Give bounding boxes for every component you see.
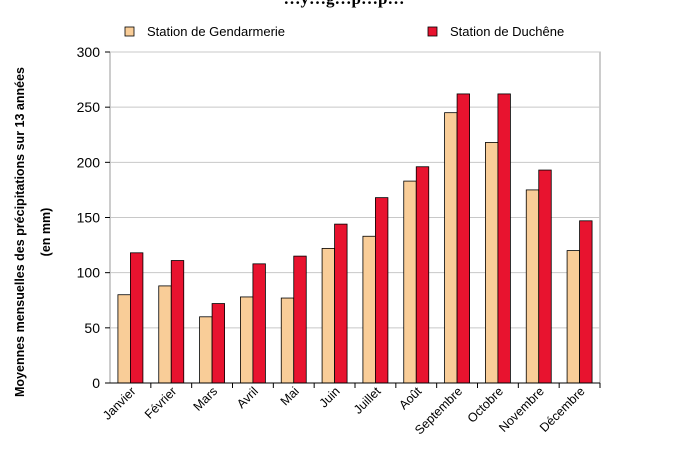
bar-duchene-9 bbox=[497, 93, 511, 384]
y-tick-label: 50 bbox=[84, 320, 100, 336]
bar-gendarmerie-8 bbox=[444, 112, 458, 384]
chart-title: …y…g…p…p… bbox=[284, 0, 405, 8]
y-tick-label: 150 bbox=[77, 210, 101, 226]
x-tick-label: Octobre bbox=[465, 384, 506, 425]
x-tick-label: Juin bbox=[317, 384, 343, 410]
x-tick-label: Mars bbox=[191, 384, 221, 414]
bar-gendarmerie-10 bbox=[525, 189, 540, 384]
bar-duchene-3 bbox=[252, 263, 266, 384]
y-tick-label: 0 bbox=[92, 375, 100, 391]
bar-duchene-5 bbox=[334, 223, 348, 384]
legend-swatch bbox=[427, 26, 438, 37]
y-axis-title-line1: Moyennes mensuelles des précipitations s… bbox=[13, 67, 27, 397]
bar-gendarmerie-9 bbox=[485, 142, 499, 384]
x-tick-label: Mai bbox=[278, 384, 302, 408]
legend: Station de Gendarmerie Station de Duchêne bbox=[124, 24, 564, 39]
bar-duchene-2 bbox=[211, 303, 225, 384]
bar-duchene-8 bbox=[456, 93, 470, 384]
bars bbox=[117, 93, 593, 384]
bar-duchene-10 bbox=[538, 169, 552, 384]
gridlines bbox=[110, 51, 600, 329]
x-tick-label: Août bbox=[396, 384, 424, 412]
bar-gendarmerie-3 bbox=[240, 296, 254, 384]
y-tick-label: 300 bbox=[77, 44, 101, 60]
bar-gendarmerie-5 bbox=[321, 247, 335, 384]
bar-duchene-1 bbox=[170, 260, 185, 384]
bar-gendarmerie-2 bbox=[199, 316, 213, 384]
y-axis-title: Moyennes mensuelles des précipitations s… bbox=[13, 67, 53, 397]
bar-duchene-6 bbox=[375, 197, 389, 384]
y-axis-ticks: 0 50 100 150 200 250 300 bbox=[77, 44, 110, 391]
bar-gendarmerie-0 bbox=[117, 294, 131, 384]
bar-gendarmerie-4 bbox=[280, 297, 295, 384]
bar-gendarmerie-1 bbox=[158, 285, 172, 384]
x-tick-label: Janvier bbox=[100, 384, 138, 422]
x-tick-label: Février bbox=[142, 384, 179, 421]
bar-gendarmerie-11 bbox=[566, 250, 580, 384]
bar-duchene-4 bbox=[293, 255, 307, 384]
x-tick-label: Juillet bbox=[351, 384, 384, 417]
x-tick-label: Décembre bbox=[537, 384, 588, 435]
bar-duchene-11 bbox=[579, 220, 593, 384]
y-tick-label: 250 bbox=[77, 99, 101, 115]
x-axis-ticks: Janvier Février Mars Avril Mai Juin Juillet Aoû… bbox=[100, 383, 601, 437]
y-tick-label: 100 bbox=[77, 265, 101, 281]
legend-label: Station de Gendarmerie bbox=[147, 24, 285, 39]
legend-swatch bbox=[124, 26, 135, 37]
y-tick-label: 200 bbox=[77, 154, 101, 170]
x-tick-label: Avril bbox=[234, 384, 261, 411]
y-axis-title-line2: (en mm) bbox=[39, 208, 53, 257]
bar-duchene-0 bbox=[130, 252, 144, 384]
bar-gendarmerie-6 bbox=[362, 235, 376, 384]
bar-gendarmerie-7 bbox=[403, 180, 417, 384]
bar-duchene-7 bbox=[415, 166, 430, 384]
legend-label: Station de Duchêne bbox=[450, 24, 564, 39]
